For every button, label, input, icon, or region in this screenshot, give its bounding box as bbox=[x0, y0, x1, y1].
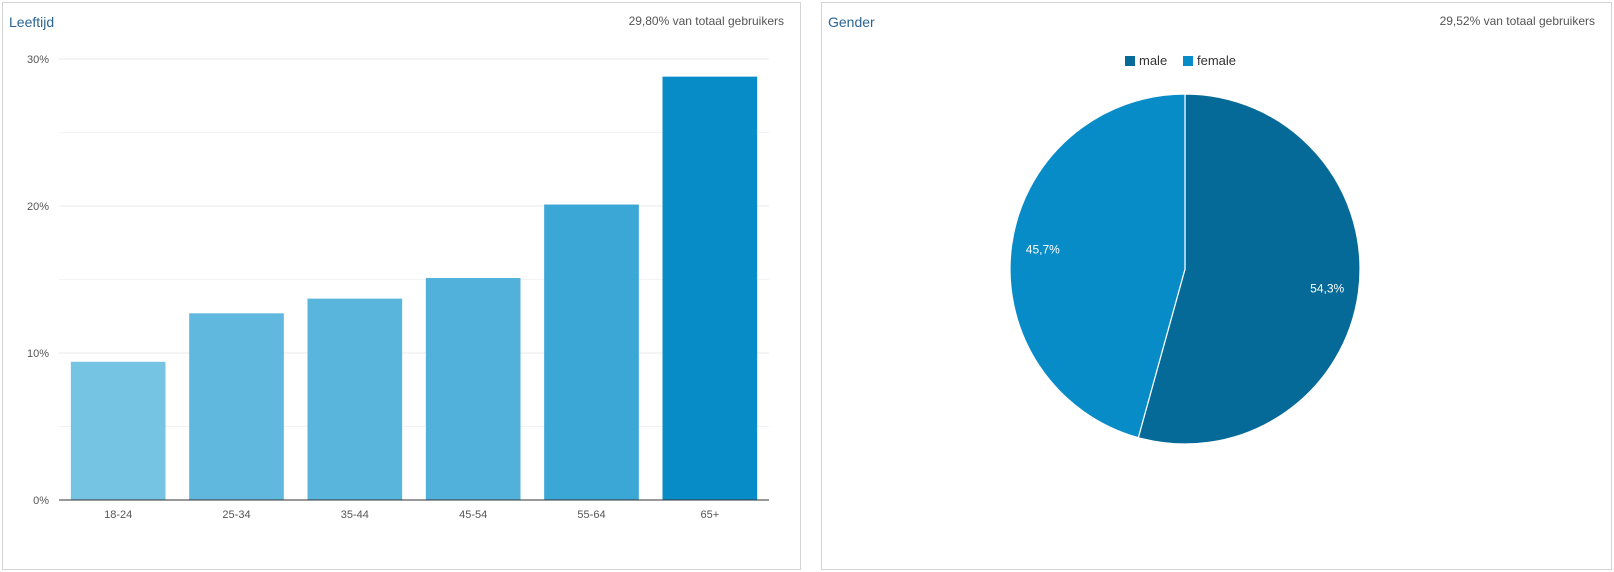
gender-chart-panel: Gender 29,52% van totaal gebruikers male… bbox=[821, 2, 1612, 570]
age-bar-chart: 0% 10% 20% 30% 18-24 25-34 35-44 45-54 55-64 65+ bbox=[27, 54, 769, 521]
x-tick-label: 45-54 bbox=[459, 509, 487, 521]
bar-65+[interactable] bbox=[662, 76, 758, 500]
legend-item-female[interactable]: female bbox=[1183, 53, 1236, 68]
y-tick-label: 0% bbox=[33, 495, 49, 507]
x-tick-label: 55-64 bbox=[577, 509, 605, 521]
bar-45-54[interactable] bbox=[425, 278, 521, 500]
age-chart-subtitle: 29,80% van totaal gebruikers bbox=[628, 14, 784, 28]
x-tick-label: 65+ bbox=[700, 509, 719, 521]
legend-label: male bbox=[1139, 53, 1167, 68]
x-tick-label: 35-44 bbox=[341, 509, 369, 521]
pie-label-female: 45,7% bbox=[1026, 243, 1060, 257]
gender-chart-title: Gender bbox=[828, 14, 875, 30]
x-tick-label: 25-34 bbox=[222, 509, 250, 521]
y-tick-label: 30% bbox=[27, 54, 49, 66]
legend-label: female bbox=[1197, 53, 1236, 68]
age-chart-panel: Leeftijd 29,80% van totaal gebruikers 0%… bbox=[2, 2, 801, 570]
legend-swatch bbox=[1183, 56, 1193, 66]
gender-chart-subtitle: 29,52% van totaal gebruikers bbox=[1439, 14, 1595, 28]
y-tick-label: 10% bbox=[27, 348, 49, 360]
bar-25-34[interactable] bbox=[189, 313, 284, 500]
bar-18-24[interactable] bbox=[70, 361, 166, 500]
pie-label-male: 54,3% bbox=[1310, 281, 1344, 295]
bar-55-64[interactable] bbox=[544, 204, 639, 500]
pie-slice-male[interactable] bbox=[1137, 93, 1361, 445]
x-tick-label: 18-24 bbox=[104, 509, 132, 521]
age-chart-title: Leeftijd bbox=[9, 14, 55, 30]
y-tick-label: 20% bbox=[27, 201, 49, 213]
bar-35-44[interactable] bbox=[307, 298, 403, 500]
legend-item-male[interactable]: male bbox=[1125, 53, 1167, 68]
gender-pie-chart: male female 54,3% 45,7% bbox=[1009, 53, 1361, 445]
pie-slice-female[interactable] bbox=[1009, 93, 1186, 439]
legend-swatch bbox=[1125, 56, 1135, 66]
